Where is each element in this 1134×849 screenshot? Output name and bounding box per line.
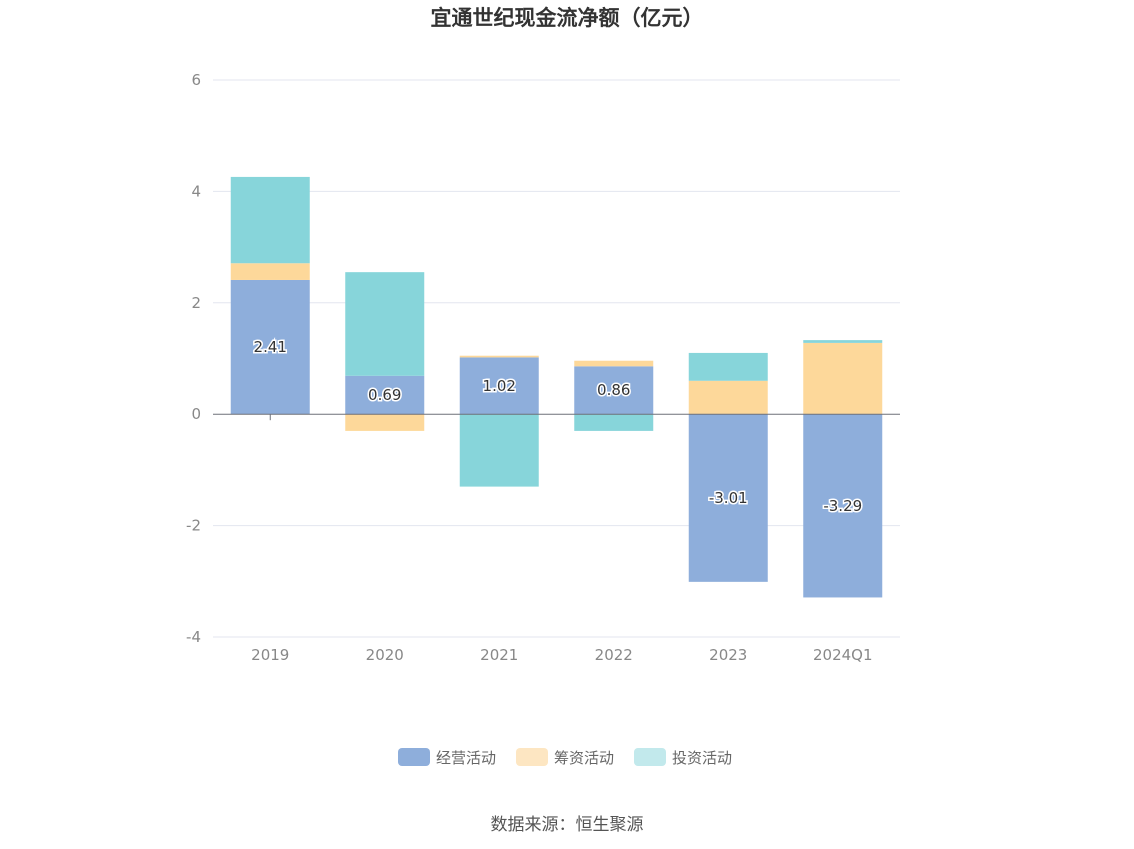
data-labels: 2.41 0.69 1.02 0.86 -3.01 -3.29	[252, 337, 864, 517]
bar-value-label: -3.29	[823, 497, 862, 515]
gridlines	[213, 79, 900, 638]
bar-segment[interactable]	[345, 375, 425, 415]
y-tick-label: 4	[191, 182, 201, 200]
legend-label: 投资活动	[672, 749, 732, 767]
legend[interactable]: 经营活动 筹资活动 投资活动	[398, 748, 732, 767]
bar-segment[interactable]	[688, 380, 768, 415]
x-tick-label: 2021	[480, 646, 518, 664]
legend-label: 筹资活动	[554, 749, 614, 767]
bar-value-label: 2.41	[254, 338, 287, 356]
data-source: 数据来源：恒生聚源	[491, 815, 644, 835]
bar-segment[interactable]	[230, 279, 310, 415]
x-tick-label: 2023	[709, 646, 747, 664]
bar-value-label: -3.01	[709, 489, 748, 507]
bar-segment[interactable]	[688, 414, 768, 582]
bar-segment[interactable]	[803, 414, 883, 598]
y-tick-label: 2	[191, 294, 201, 312]
bars	[230, 176, 883, 598]
bar-segment[interactable]	[230, 263, 310, 280]
legend-swatch	[398, 748, 430, 766]
x-tick-label: 2022	[595, 646, 633, 664]
bar-segment[interactable]	[230, 176, 310, 264]
legend-label: 经营活动	[436, 749, 496, 767]
x-tick-label: 2019	[251, 646, 289, 664]
bar-segment[interactable]	[803, 342, 883, 415]
bar-segment[interactable]	[459, 414, 539, 487]
y-tick-label: -2	[186, 517, 201, 535]
bar-segment[interactable]	[574, 366, 654, 415]
bar-segment[interactable]	[574, 414, 654, 431]
bar-segment[interactable]	[688, 352, 768, 381]
x-tick-label: 2020	[366, 646, 404, 664]
y-tick-label: 0	[191, 405, 201, 423]
bar-segment[interactable]	[803, 340, 883, 343]
legend-swatch	[516, 748, 548, 766]
bar-value-label: 1.02	[483, 377, 516, 395]
y-tick-label: 6	[191, 71, 201, 89]
legend-item[interactable]: 投资活动	[634, 748, 732, 767]
zero-line	[213, 413, 900, 421]
y-tick-label: -4	[186, 628, 201, 646]
legend-item[interactable]: 筹资活动	[516, 748, 614, 767]
y-axis: -4 -2 0 2 4 6	[186, 71, 201, 646]
chart-title: 宜通世纪现金流净额（亿元）	[431, 6, 704, 30]
legend-swatch	[634, 748, 666, 766]
bar-segment[interactable]	[345, 414, 425, 431]
x-tick-label: 2024Q1	[813, 646, 873, 664]
bar-segment[interactable]	[574, 360, 654, 367]
legend-item[interactable]: 经营活动	[398, 748, 496, 767]
bar-segment[interactable]	[459, 355, 539, 358]
x-axis: 2019 2020 2021 2022 2023 2024Q1	[213, 636, 900, 664]
bar-segment[interactable]	[459, 357, 539, 415]
bar-segment[interactable]	[345, 272, 425, 376]
bar-value-label: 0.86	[597, 381, 630, 399]
bar-value-label: 0.69	[368, 386, 401, 404]
